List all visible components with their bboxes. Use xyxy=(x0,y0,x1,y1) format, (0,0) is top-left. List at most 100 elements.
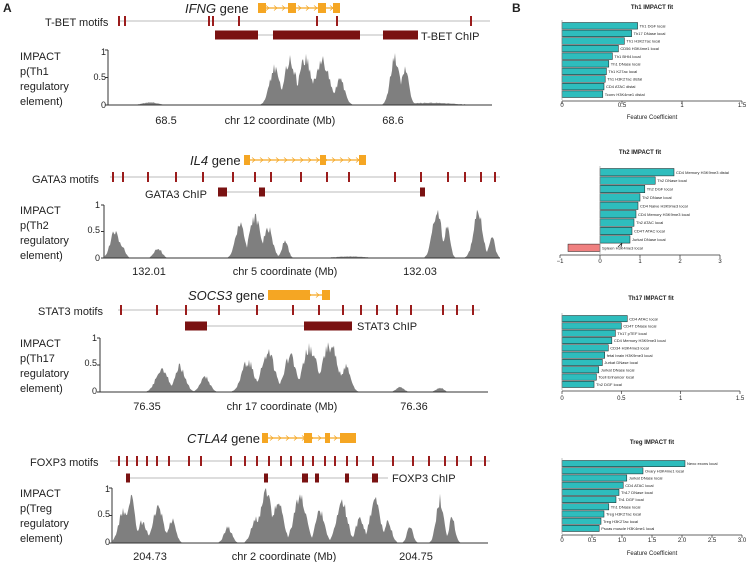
motif-tick xyxy=(324,456,326,466)
feature-bar xyxy=(561,29,632,37)
chart-title: Th2 IMPACT fit xyxy=(619,150,661,156)
feature-bar xyxy=(599,193,641,202)
feature-label: CD4 Memory H3K9me3 distal xyxy=(676,170,729,175)
gene-strand-arrow xyxy=(299,157,304,163)
gene-strand-arrow xyxy=(293,435,298,441)
impact-signal xyxy=(108,53,492,105)
motif-tick xyxy=(316,16,318,26)
gene-exon xyxy=(320,155,326,165)
motif-tick xyxy=(136,456,138,466)
feature-label: CD4 Memory H3K9me3 local xyxy=(614,338,666,343)
impact-signal xyxy=(112,488,488,543)
motif-label: STAT3 motifs xyxy=(38,306,103,318)
motif-tick xyxy=(472,305,474,315)
x-axis-label: Feature Coefficient xyxy=(627,551,678,557)
motif-tick xyxy=(334,456,336,466)
x-tick-label: 3.0 xyxy=(738,538,747,544)
feature-label: Th1 H3K27ac distal xyxy=(607,77,642,82)
gene-strand-arrow xyxy=(313,5,318,11)
motif-tick xyxy=(470,456,472,466)
chip-peak xyxy=(304,321,352,331)
feature-bar xyxy=(561,75,606,83)
motif-tick xyxy=(168,456,170,466)
impact-label-line-2: p(Th17 xyxy=(20,353,55,365)
motif-tick xyxy=(254,172,256,182)
gene-title: IFNG gene xyxy=(185,1,249,16)
feature-label: Psoas muscle H3K4me1 local xyxy=(601,526,654,531)
gene-strand-arrow xyxy=(281,5,286,11)
x-tick-label: 1.5 xyxy=(736,396,745,402)
gene-exon xyxy=(288,3,296,13)
feature-bar xyxy=(599,227,633,235)
motif-tick xyxy=(202,172,204,182)
motif-tick xyxy=(270,172,272,182)
gene-strand-arrow xyxy=(317,435,322,441)
motif-tick xyxy=(200,456,202,466)
x-tick-label: 1 xyxy=(680,103,684,109)
feature-bar xyxy=(561,45,619,53)
feature-label: Th2 DNase local xyxy=(657,178,687,183)
x-tick-label: 3 xyxy=(718,259,722,265)
gene-name: IFNG xyxy=(185,1,216,16)
impact-label-line-4: element) xyxy=(20,383,63,395)
y-tick-label: 0.5 xyxy=(97,509,110,519)
gene-strand-arrow xyxy=(275,157,280,163)
gene-strand-arrow xyxy=(339,157,344,163)
chip-peak xyxy=(420,187,425,197)
motif-tick xyxy=(185,305,187,315)
gene-exon xyxy=(268,290,310,300)
gene-strand-arrow xyxy=(347,157,352,163)
feature-label: Th17 DNase local xyxy=(634,31,666,36)
feature-bar xyxy=(561,467,644,475)
x-tick-label: 76.35 xyxy=(133,401,161,413)
motif-tick xyxy=(480,172,482,182)
feature-label: CD4 Naive H3K9me3 local xyxy=(640,203,688,208)
feature-bar xyxy=(561,503,610,511)
x-axis-label: chr 2 coordinate (Mb) xyxy=(232,551,337,562)
motif-tick xyxy=(300,172,302,182)
feature-bar xyxy=(561,460,686,467)
gene-name: IL4 xyxy=(190,153,208,168)
gene-suffix: gene xyxy=(216,1,249,16)
chip-peak xyxy=(345,473,349,483)
x-tick-label: 132.03 xyxy=(403,266,437,278)
impact-signal xyxy=(100,342,488,392)
feature-label: Tcell Enhancer local xyxy=(598,375,634,380)
impact-signal xyxy=(104,209,500,258)
gene-exon xyxy=(258,3,266,13)
feature-bar xyxy=(561,496,617,503)
feature-bar xyxy=(561,351,605,359)
feature-label: Jurkat DNase local xyxy=(604,360,638,365)
motif-tick xyxy=(336,16,338,26)
gene-exon xyxy=(244,155,250,165)
x-axis-label: chr 5 coordinate (Mb) xyxy=(233,266,338,278)
motif-tick xyxy=(447,172,449,182)
gene-title: SOCS3 gene xyxy=(188,288,265,303)
panel-b: Th1 IMPACT fit Th1 DGF local Th17 DNase lo… xyxy=(557,5,747,557)
impact-label-line-2: p(Th1 xyxy=(20,66,49,78)
feature-label: Spleen H3K4me3 local xyxy=(602,245,643,250)
motif-label: GATA3 motifs xyxy=(32,174,99,186)
feature-label: CD4 ATAC distal xyxy=(606,84,636,89)
motif-tick xyxy=(420,172,422,182)
gene-exon xyxy=(304,433,312,443)
feature-label: Tconv H3K4me1 distal xyxy=(605,92,645,97)
chip-peak xyxy=(259,187,265,197)
motif-tick xyxy=(147,172,149,182)
motif-tick xyxy=(256,456,258,466)
gene-strand-arrow xyxy=(305,5,310,11)
x-tick-label: −1 xyxy=(557,259,565,265)
feature-label: CD34 H3K4me3 local xyxy=(610,345,649,350)
feature-label: fetal brain H3K9me3 local xyxy=(607,353,653,358)
gene-title: CTLA4 gene xyxy=(187,431,260,446)
feature-bar xyxy=(561,525,600,532)
motif-tick xyxy=(494,172,496,182)
chip-peak xyxy=(185,321,207,331)
x-tick-label: 0.5 xyxy=(617,396,626,402)
track-socs3: SOCS3 gene STAT3 motifs STAT3 ChIP IMPAC… xyxy=(20,288,488,413)
feature-bar xyxy=(599,235,631,244)
x-tick-label: 1.5 xyxy=(738,103,747,109)
feature-bar xyxy=(561,489,620,496)
